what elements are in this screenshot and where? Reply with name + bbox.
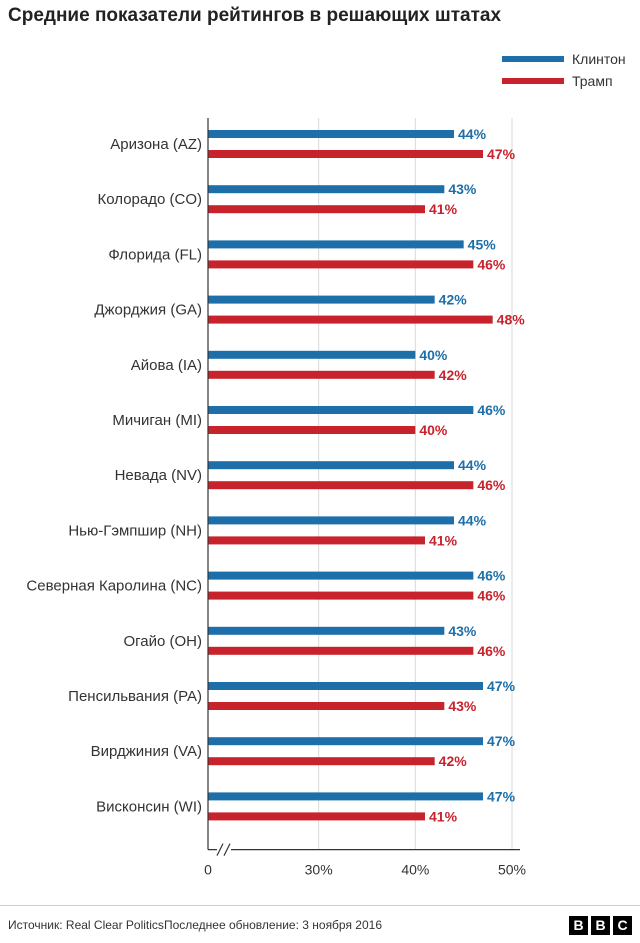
bar	[208, 737, 483, 746]
data-label: 46%	[477, 256, 506, 272]
data-label: 46%	[477, 402, 506, 418]
legend-item-trump: Трамп	[502, 70, 632, 92]
category-label: Огайо (OH)	[123, 633, 202, 650]
data-label: 44%	[458, 126, 487, 142]
bar	[208, 426, 416, 434]
axis-break-mark	[216, 843, 224, 856]
category-label: Висконсин (WI)	[96, 798, 202, 815]
data-label: 46%	[477, 477, 506, 493]
data-label: 47%	[487, 733, 516, 749]
data-label: 41%	[429, 201, 458, 217]
legend-label-trump: Трамп	[572, 73, 613, 89]
bar	[208, 370, 435, 379]
bar	[208, 516, 454, 525]
bar	[208, 571, 474, 580]
data-label: 42%	[439, 753, 468, 769]
axis-break-gap	[217, 845, 231, 854]
bar	[208, 812, 425, 821]
data-label: 45%	[468, 236, 497, 252]
bar	[208, 150, 483, 158]
bbc-logo-letter: C	[613, 916, 632, 935]
category-label: Пенсильвания (PA)	[68, 688, 202, 705]
bar	[208, 682, 483, 690]
bar	[208, 205, 425, 214]
data-label: 44%	[458, 457, 487, 473]
bar	[208, 591, 474, 600]
footer-updated: Последнее обновление: 3 ноября 2016	[163, 918, 382, 932]
bar	[208, 406, 474, 414]
data-label: 47%	[487, 678, 516, 694]
category-label: Айова (IA)	[131, 357, 202, 374]
legend-swatch-trump	[502, 78, 564, 84]
bar	[208, 240, 464, 249]
legend: Клинтон Трамп	[502, 48, 632, 92]
x-tick-label: 30%	[305, 862, 333, 878]
bar	[208, 130, 454, 138]
data-label: 43%	[448, 181, 477, 197]
bbc-logo: B B C	[569, 916, 632, 935]
bar	[208, 350, 416, 359]
data-label: 47%	[487, 146, 516, 162]
bar	[208, 461, 454, 470]
category-label: Джорджия (GA)	[94, 302, 202, 319]
data-label: 44%	[458, 512, 487, 528]
category-label: Невада (NV)	[115, 467, 202, 484]
category-label: Нью-Гэмпшир (NH)	[68, 522, 202, 539]
bar	[208, 295, 435, 304]
category-label: Аризона (AZ)	[110, 136, 202, 153]
data-label: 48%	[497, 312, 526, 328]
data-label: 41%	[429, 808, 458, 824]
chart-title: Средние показатели рейтингов в решающих …	[8, 5, 502, 26]
x-tick-label: 50%	[498, 862, 526, 878]
data-label: 46%	[477, 568, 506, 584]
bar	[208, 702, 445, 710]
footer: Источник: Real Clear PoliticsПоследнее о…	[8, 918, 382, 932]
data-label: 46%	[477, 643, 506, 659]
legend-item-clinton: Клинтон	[502, 48, 632, 70]
data-label: 41%	[429, 532, 458, 548]
bar	[208, 536, 425, 545]
data-label: 42%	[439, 367, 468, 383]
legend-label-clinton: Клинтон	[572, 51, 626, 67]
category-label: Северная Каролина (NC)	[26, 578, 202, 595]
category-label: Флорида (FL)	[108, 246, 202, 263]
axis-break-mark	[223, 843, 231, 856]
bbc-logo-letter: B	[591, 916, 610, 935]
data-label: 43%	[448, 698, 477, 714]
legend-swatch-clinton	[502, 56, 564, 62]
bar	[208, 646, 474, 655]
data-label: 46%	[477, 588, 506, 604]
category-label: Мичиган (MI)	[112, 412, 202, 429]
bar	[208, 757, 435, 766]
x-tick-label: 40%	[401, 862, 429, 878]
x-tick-label: 0	[204, 862, 212, 878]
category-label: Вирджиния (VA)	[91, 743, 202, 760]
bar	[208, 185, 445, 194]
bar-chart: Аризона (AZ)44%47%Колорадо (CO)43%41%Фло…	[26, 118, 526, 878]
data-label: 40%	[419, 347, 448, 363]
category-label: Колорадо (CO)	[98, 191, 202, 208]
data-label: 42%	[439, 292, 468, 308]
bar	[208, 315, 493, 324]
data-label: 43%	[448, 623, 477, 639]
bar	[208, 792, 483, 801]
bbc-logo-letter: B	[569, 916, 588, 935]
bar	[208, 481, 474, 490]
data-label: 47%	[487, 788, 516, 804]
bar	[208, 626, 445, 635]
footer-divider	[0, 905, 640, 906]
data-label: 40%	[419, 422, 448, 438]
bar	[208, 260, 474, 269]
footer-source: Источник: Real Clear Politics	[8, 918, 164, 932]
